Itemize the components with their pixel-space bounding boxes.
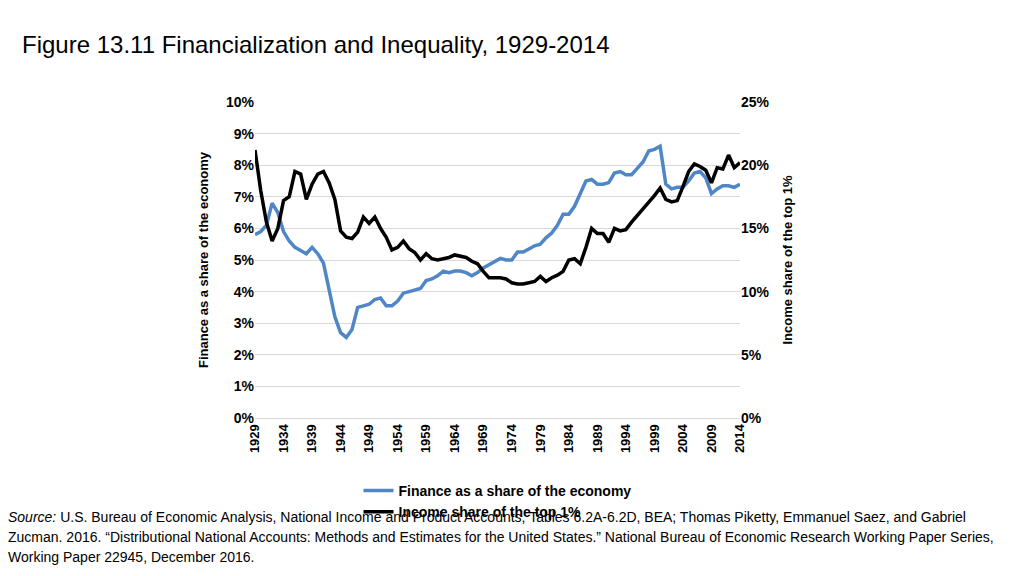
svg-text:8%: 8% — [234, 157, 255, 173]
svg-text:1994: 1994 — [618, 423, 633, 453]
svg-text:2014: 2014 — [732, 423, 747, 453]
svg-text:0%: 0% — [234, 410, 255, 426]
svg-text:Income share of the top 1%: Income share of the top 1% — [780, 175, 795, 344]
svg-text:10%: 10% — [226, 94, 255, 110]
svg-text:1999: 1999 — [647, 424, 662, 453]
svg-text:25%: 25% — [741, 94, 770, 110]
svg-text:6%: 6% — [234, 220, 255, 236]
svg-text:1934: 1934 — [276, 423, 291, 453]
svg-text:2004: 2004 — [675, 423, 690, 453]
svg-text:1939: 1939 — [304, 424, 319, 453]
html-text:Source: U.S. Bureau of Economi: Source: U.S. Bureau of Economic Analysis… — [8, 509, 994, 565]
svg-text:7%: 7% — [234, 189, 255, 205]
svg-text:15%: 15% — [741, 220, 770, 236]
svg-text:4%: 4% — [234, 284, 255, 300]
svg-text:1969: 1969 — [475, 424, 490, 453]
svg-text:1989: 1989 — [590, 424, 605, 453]
svg-text:20%: 20% — [741, 157, 770, 173]
svg-text:1974: 1974 — [504, 423, 519, 453]
svg-text:1954: 1954 — [390, 423, 405, 453]
svg-text:Figure 13.11 Financialization: Figure 13.11 Financialization and Inequa… — [22, 31, 610, 58]
svg-text:1929: 1929 — [247, 424, 262, 453]
svg-text:5%: 5% — [741, 347, 762, 363]
svg-text:1964: 1964 — [447, 423, 462, 453]
svg-text:2009: 2009 — [704, 424, 719, 453]
svg-text:Finance as a share of the econ: Finance as a share of the economy — [399, 483, 632, 499]
svg-text:5%: 5% — [234, 252, 255, 268]
svg-text:Finance as a share of the econ: Finance as a share of the economy — [196, 151, 211, 368]
svg-text:10%: 10% — [741, 284, 770, 300]
svg-text:2%: 2% — [234, 347, 255, 363]
svg-text:1959: 1959 — [418, 424, 433, 453]
svg-text:1944: 1944 — [333, 423, 348, 453]
svg-text:1979: 1979 — [533, 424, 548, 453]
svg-text:0%: 0% — [741, 410, 762, 426]
svg-text:1984: 1984 — [561, 423, 576, 453]
svg-text:1%: 1% — [234, 378, 255, 394]
svg-text:9%: 9% — [234, 126, 255, 142]
svg-text:3%: 3% — [234, 315, 255, 331]
svg-text:1949: 1949 — [361, 424, 376, 453]
